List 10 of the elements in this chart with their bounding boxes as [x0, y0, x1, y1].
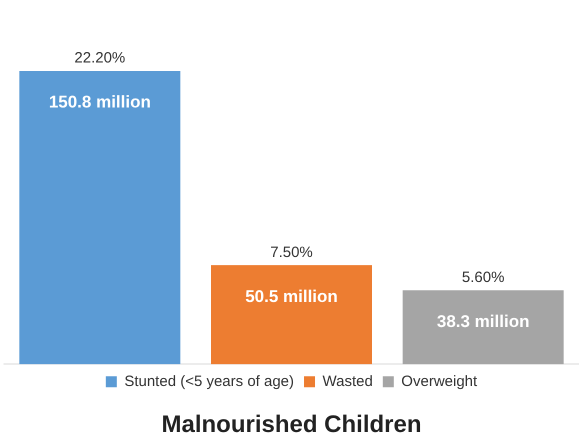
annotation: 150.8 million — [48, 92, 151, 112]
text: Malnourished Children — [161, 411, 422, 438]
data-label: 7.50% — [270, 244, 313, 261]
data-label: 22.20% — [74, 50, 126, 67]
legend-label: Stunted (<5 years of age) — [124, 372, 294, 390]
data-label: 5.60% — [462, 268, 504, 286]
annotation: 38.3 million — [436, 312, 530, 331]
legend-label: Wasted — [322, 372, 373, 390]
legend-label: Overweight — [401, 372, 478, 390]
annotation: 50.5 million — [245, 286, 338, 306]
